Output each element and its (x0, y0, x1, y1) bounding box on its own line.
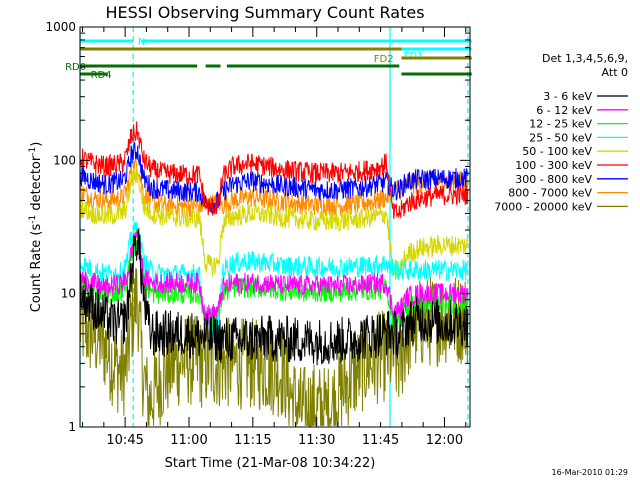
y-tick-label-0: 1 (68, 420, 76, 434)
x-tick-label-3: 11:30 (298, 433, 335, 448)
chart-title: HESSI Observing Summary Count Rates (105, 3, 424, 22)
legend-label-3: 25 - 50 keV (529, 131, 592, 144)
y-axis-label: Count Rate (s-1 detector-1) (28, 142, 44, 313)
legend-label-2: 12 - 25 keV (529, 118, 592, 131)
series-line-8 (80, 268, 469, 427)
series-line-1 (80, 230, 469, 325)
legend-label-8: 7000 - 20000 keV (494, 200, 592, 213)
plot-frame (79, 26, 471, 428)
y-axis-label-sup2: -1 (28, 147, 38, 156)
legend-label-7: 800 - 7000 keV (508, 187, 592, 200)
y-axis-label-main: Count Rate (s (29, 224, 44, 313)
flag-label-0: N (138, 37, 145, 48)
x-tick-label-4: 11:45 (362, 433, 399, 448)
plot-content: NFD1FD2RD0RD4 (65, 27, 472, 427)
series-line-4 (80, 168, 469, 278)
legend-header-line1: Det 1,3,4,5,6,9, (542, 52, 628, 65)
axes: 1 10 100 1000 10:45 11:00 11:15 11:30 11:45 12:00 (45, 20, 470, 448)
x-tick-label-5: 12:00 (426, 433, 463, 448)
flag-label-5: RD4 (91, 70, 112, 81)
series-line-5 (80, 121, 469, 219)
x-tick-label-1: 11:00 (170, 433, 207, 448)
flag-label-3: FD2 (374, 54, 394, 65)
plot-inner (80, 27, 469, 427)
legend-label-6: 300 - 800 keV (515, 173, 592, 186)
y-axis-label-sup1: -1 (28, 215, 38, 224)
legend-header-line2: Att 0 (602, 66, 628, 79)
y-axis-label-end: ) (29, 142, 44, 147)
legend-label-0: 3 - 6 keV (543, 90, 592, 103)
legend-label-4: 50 - 100 keV (522, 145, 592, 158)
y-axis-label-mid: detector (29, 155, 44, 215)
x-axis-label: Start Time (21-Mar-08 10:34:22) (165, 456, 376, 471)
x-tick-label-0: 10:45 (106, 433, 143, 448)
series-line-3 (80, 221, 469, 339)
x-tick-label-2: 11:15 (234, 433, 271, 448)
flag-label-4: RD0 (65, 62, 86, 73)
legend-label-1: 6 - 12 keV (536, 104, 592, 117)
footer-timestamp: 16-Mar-2010 01:29 (552, 468, 629, 477)
legend-label-5: 100 - 300 keV (515, 159, 592, 172)
y-tick-label-3: 1000 (45, 20, 76, 34)
series-line-0 (80, 228, 469, 366)
y-tick-label-2: 100 (53, 153, 76, 167)
y-tick-label-1: 10 (61, 287, 76, 301)
series-line-6 (80, 141, 469, 214)
